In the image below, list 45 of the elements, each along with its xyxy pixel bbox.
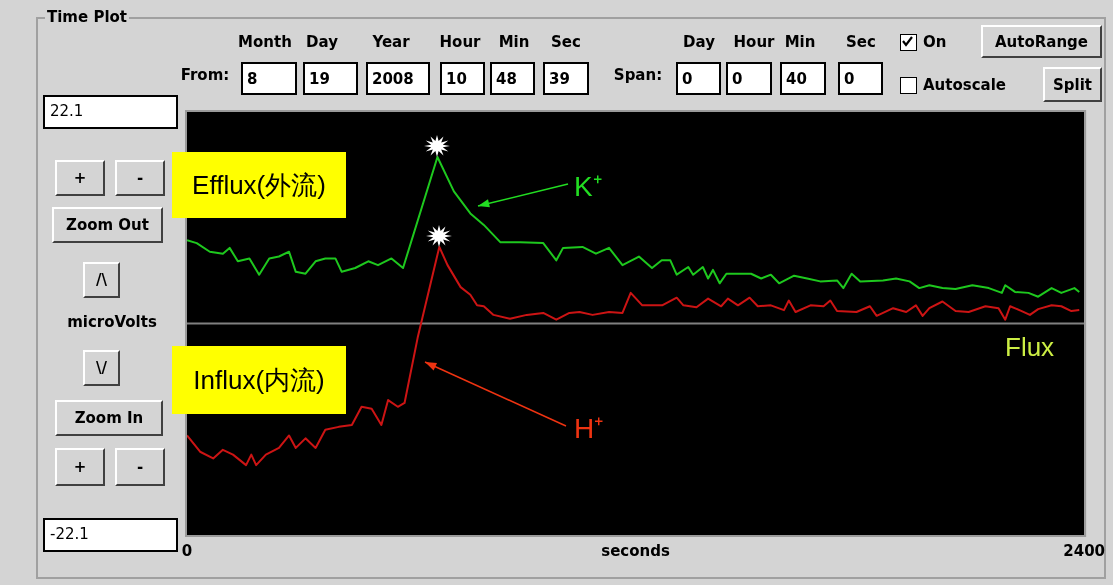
annotation: H⁺ [574, 412, 605, 444]
text: 48 [490, 62, 535, 95]
text: Day [305, 32, 339, 53]
text: Zoom In [55, 400, 163, 436]
text: From: [179, 65, 231, 86]
text: 10 [440, 62, 485, 95]
text: Year [371, 32, 411, 53]
text: Sec [550, 32, 582, 53]
text: AutoRange [981, 25, 1102, 58]
text: Min [783, 32, 817, 53]
text: \/ [83, 350, 120, 386]
text: Autoscale [923, 76, 1007, 94]
text: Hour [438, 32, 482, 53]
text: Hour [732, 32, 776, 53]
text: 0 [676, 62, 721, 95]
text: + [55, 160, 105, 196]
annotation: Efflux(外流) [172, 152, 346, 218]
text: 0 [838, 62, 883, 95]
x-tick-label: 2400 [1063, 541, 1105, 560]
chart-title: Time Plot [45, 8, 130, 26]
text: 40 [780, 62, 826, 95]
text: /\ [83, 262, 120, 298]
text: 2008 [366, 62, 430, 95]
ref-line-label: Flux [1005, 331, 1055, 362]
text: Span: [612, 65, 664, 86]
text: Month [237, 32, 293, 53]
text: Sec [845, 32, 877, 53]
text: Zoom Out [52, 207, 163, 243]
y-tick-label: -22.1 [50, 524, 89, 543]
x-axis-title: seconds [601, 541, 670, 560]
annotation: K⁺ [574, 170, 603, 202]
text: Min [497, 32, 531, 53]
text: 19 [303, 62, 358, 95]
text: - [115, 160, 165, 196]
text: 0 [726, 62, 772, 95]
y-axis-title: microVolts [67, 313, 157, 332]
text: 8 [241, 62, 297, 95]
text: + [55, 448, 105, 486]
text: Split [1043, 67, 1102, 102]
text: Day [682, 32, 716, 53]
text: - [115, 448, 165, 486]
text: On [923, 33, 947, 51]
y-tick-label: 22.1 [50, 101, 84, 120]
annotation: Influx(内流) [172, 346, 346, 414]
text: 39 [543, 62, 589, 95]
